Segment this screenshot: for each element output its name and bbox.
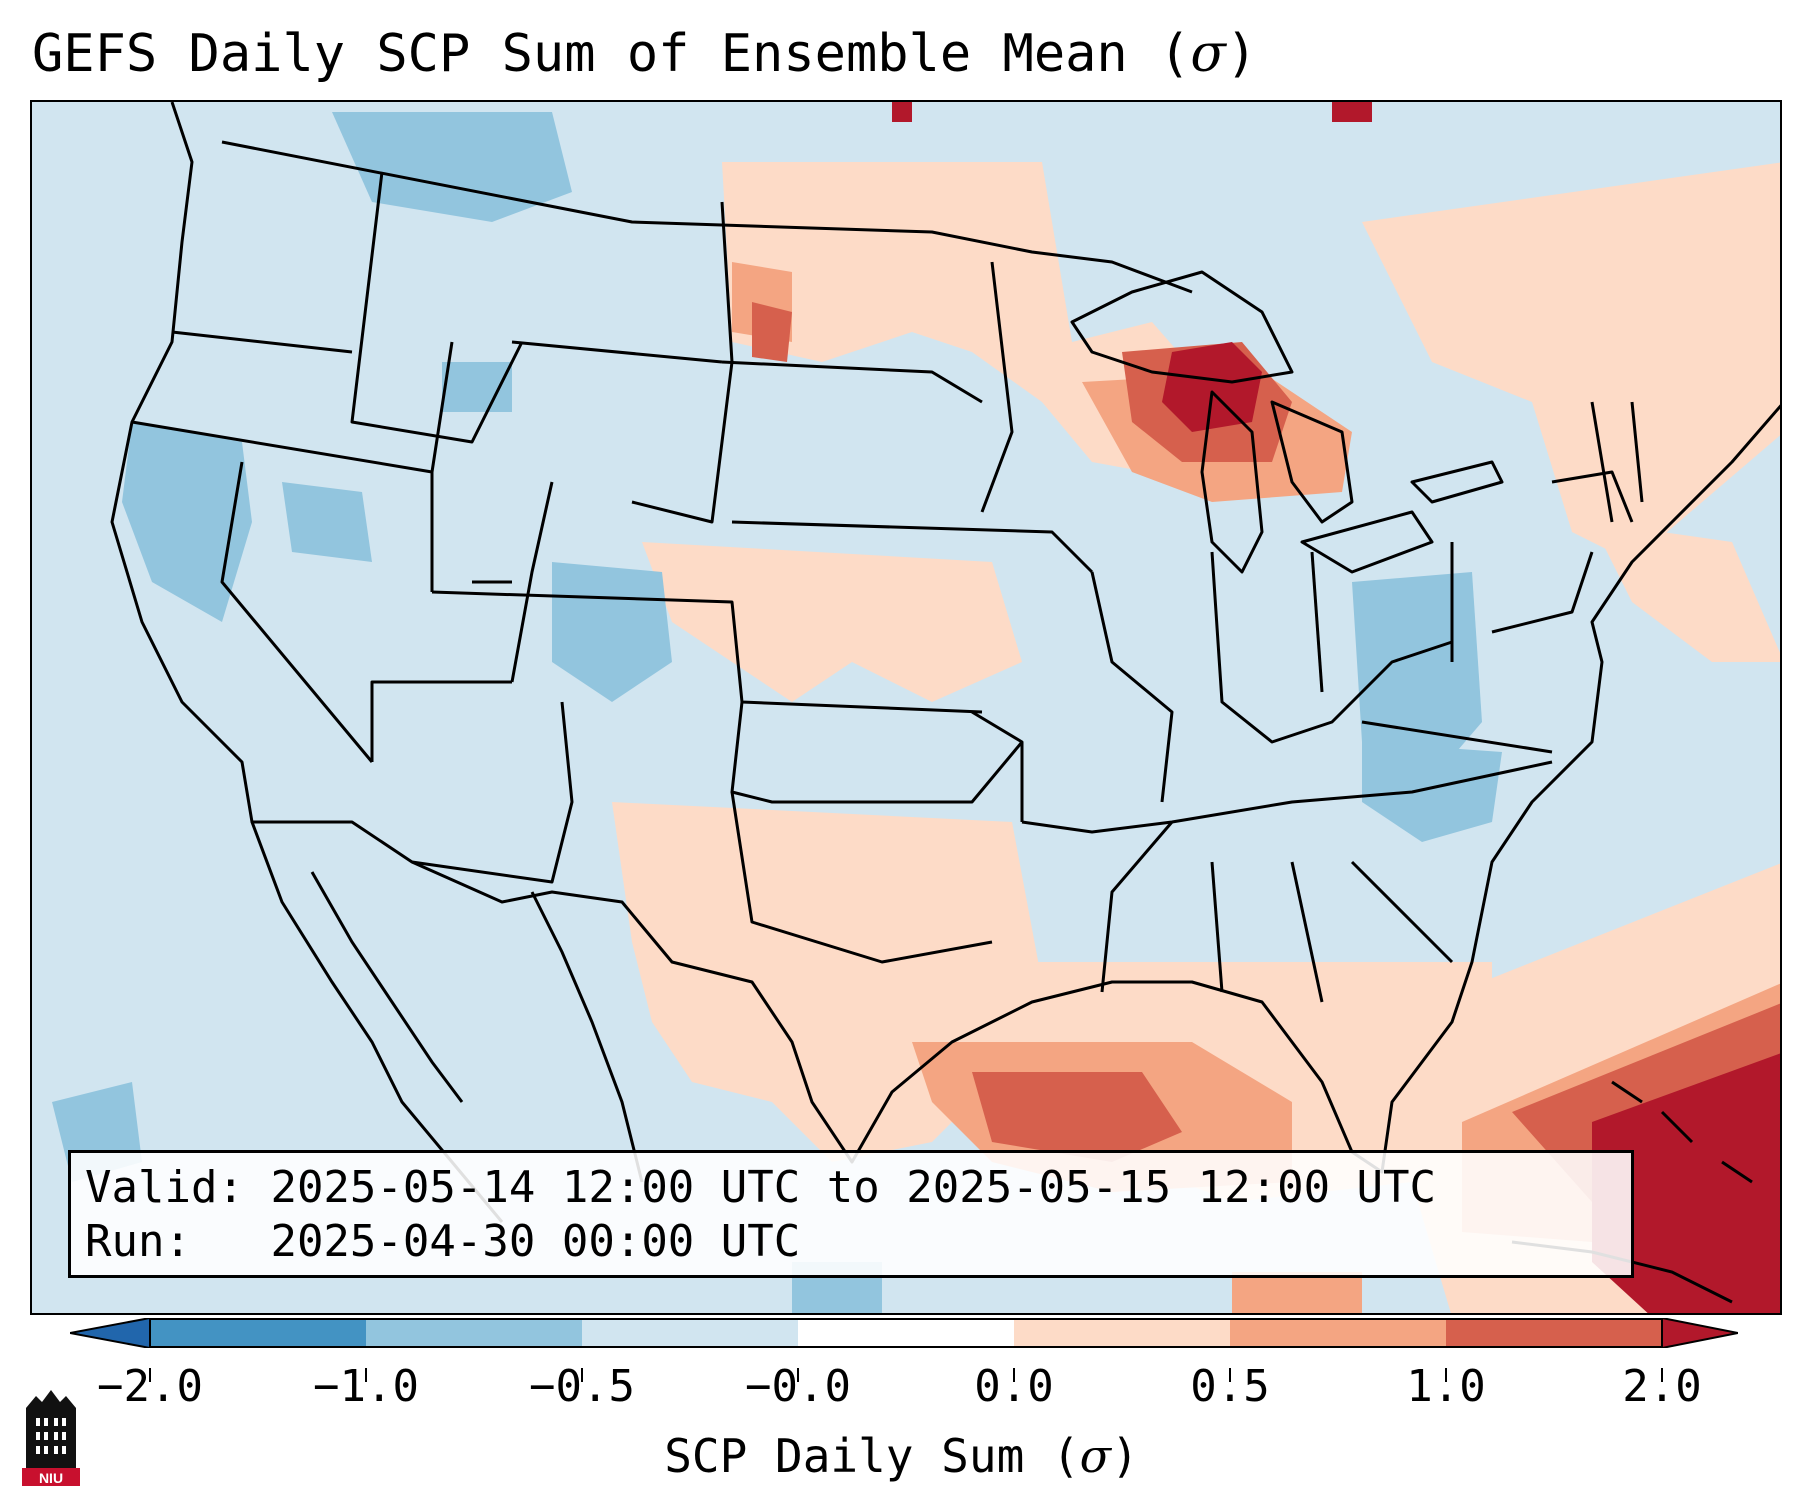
niu-logo: NIU bbox=[22, 1390, 80, 1486]
valid-value: 2025-05-14 12:00 UTC to 2025-05-15 12:00… bbox=[270, 1162, 1437, 1213]
colorbar-bin-3 bbox=[582, 1318, 798, 1348]
colorbar-tick-label: −0.5 bbox=[529, 1361, 635, 1412]
map-boundaries bbox=[110, 102, 1780, 1174]
colorbar-label-symbol: σ bbox=[1079, 1429, 1112, 1483]
colorbar-bin-4 bbox=[798, 1318, 1014, 1348]
colorbar-ticks bbox=[149, 1368, 1663, 1382]
colorbar-tick-label: 0.5 bbox=[1190, 1361, 1270, 1412]
colorbar-outline bbox=[149, 1318, 1663, 1348]
field-deepest-red bbox=[892, 102, 1780, 1313]
colorbar-tick-label: 0.0 bbox=[974, 1361, 1054, 1412]
colorbar-tick-label: 1.0 bbox=[1406, 1361, 1486, 1412]
map-title-symbol: σ bbox=[1190, 24, 1226, 84]
colorbar-bin-5 bbox=[1014, 1318, 1230, 1348]
colorbar-bin-6 bbox=[1230, 1318, 1446, 1348]
colorbar-tick-label: −2.0 bbox=[97, 1361, 203, 1412]
map-title-text: GEFS Daily SCP Sum of Ensemble Mean ( bbox=[32, 24, 1191, 84]
map-title: GEFS Daily SCP Sum of Ensemble Mean (σ) bbox=[32, 22, 1257, 86]
run-value: 2025-04-30 00:00 UTC bbox=[270, 1216, 801, 1267]
colorbar bbox=[70, 1318, 1738, 1348]
colorbar-tick-label: −0.0 bbox=[745, 1361, 851, 1412]
colorbar-tick-label: −1.0 bbox=[313, 1361, 419, 1412]
niu-logo-text: NIU bbox=[39, 1470, 63, 1486]
valid-run-box: Valid: 2025-05-14 12:00 UTC to 2025-05-1… bbox=[68, 1150, 1634, 1278]
map-panel bbox=[30, 100, 1782, 1315]
colorbar-bin-2 bbox=[366, 1318, 582, 1348]
colorbar-bin-1 bbox=[150, 1318, 366, 1348]
colorbar-low-extend bbox=[70, 1318, 151, 1348]
run-label: Run: bbox=[85, 1216, 191, 1267]
colorbar-bin-7 bbox=[1446, 1318, 1662, 1348]
colorbar-tick-label: 2.0 bbox=[1622, 1361, 1702, 1412]
colorbar-label-close: ) bbox=[1111, 1429, 1139, 1483]
colorbar-high-extend bbox=[1661, 1318, 1738, 1348]
valid-label: Valid: bbox=[85, 1162, 244, 1213]
map-title-close: ) bbox=[1225, 24, 1258, 84]
colorbar-label: SCP Daily Sum (σ) bbox=[0, 1428, 1803, 1484]
field-blue bbox=[52, 112, 1502, 1313]
scp-map bbox=[32, 102, 1780, 1313]
colorbar-label-text: SCP Daily Sum ( bbox=[664, 1429, 1080, 1483]
